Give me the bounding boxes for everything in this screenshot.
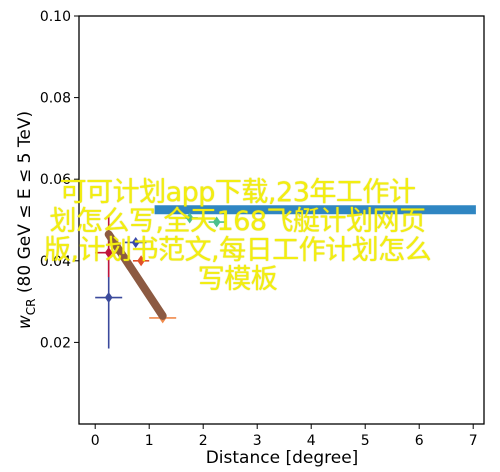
x-tick-label: 5 <box>361 433 370 449</box>
plot-frame <box>78 15 485 425</box>
data-point <box>212 216 221 228</box>
data-point <box>131 236 140 248</box>
x-tick-label: 6 <box>415 433 424 449</box>
x-tick-label: 4 <box>307 433 316 449</box>
overlay-line: 可可计划app下载,23年工作计 <box>59 177 416 208</box>
overlay-line: 划怎么写,全天168飞艇计划网页 <box>49 206 426 237</box>
y-tick-label: 0.08 <box>40 91 71 107</box>
data-point <box>104 292 113 304</box>
data-point <box>137 255 145 267</box>
overlay-line: 版,计划书范文,每日工作计划怎么 <box>43 235 432 266</box>
y-tick-label: 0.04 <box>40 254 71 270</box>
trend-line-layer <box>104 230 167 320</box>
data-point <box>104 247 113 259</box>
x-axis-label: Distance [degree] <box>206 448 359 468</box>
overlay-line: 写模板 <box>197 264 278 295</box>
x-tick-label: 0 <box>91 433 100 449</box>
data-points-layer <box>95 212 225 349</box>
y-axis-label: wCR (80 GeV ≤ E ≤ 5 TeV) <box>15 111 38 329</box>
data-point <box>185 212 194 224</box>
watermark-overlay-text: 可可计划app下载,23年工作计 划怎么写,全天168飞艇计划网页 版,计划书范… <box>10 178 465 294</box>
x-tick-label: 7 <box>469 433 478 449</box>
x-tick-label: 3 <box>253 433 262 449</box>
x-tick-label: 2 <box>199 433 208 449</box>
y-tick-label: 0.06 <box>40 172 71 188</box>
x-tick-label: 1 <box>145 433 154 449</box>
tick-layer: 0 1 2 3 4 5 6 7 0.02 0.04 0.06 0.08 0.10 <box>40 9 478 449</box>
y-tick-label: 0.10 <box>40 9 71 25</box>
trend-line <box>104 230 167 320</box>
y-tick-label: 0.02 <box>40 335 71 351</box>
